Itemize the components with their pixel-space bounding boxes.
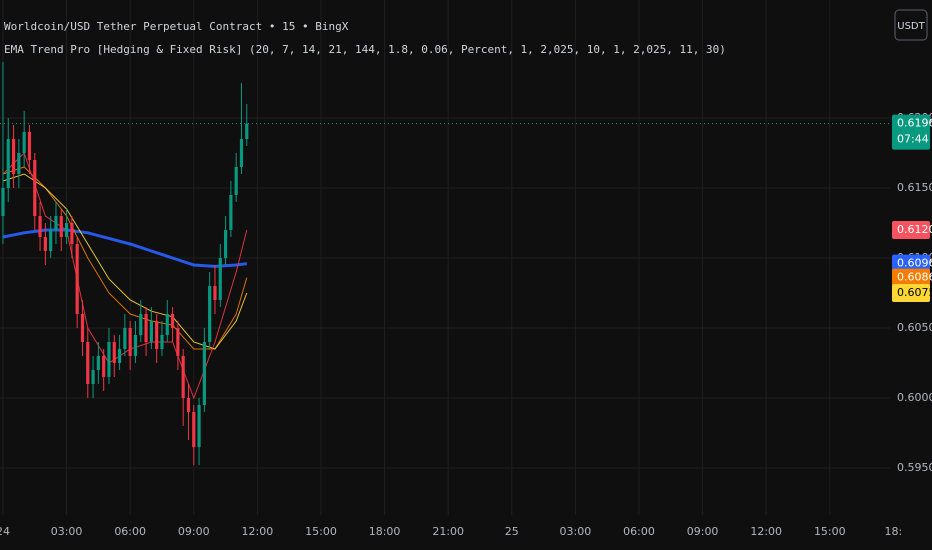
x-tick-label: 09:00 — [687, 525, 719, 538]
ema-line — [2, 173, 248, 350]
candle-body — [1, 187, 5, 216]
candle-body — [64, 222, 69, 237]
price-tag-label: 0.6196 — [897, 117, 932, 130]
x-tick-label: 21:00 — [432, 525, 464, 538]
candle-body — [202, 341, 206, 405]
candle-body — [91, 369, 95, 384]
candle-body — [229, 194, 233, 230]
x-tick-label: 18:00 — [369, 525, 401, 538]
price-tag — [892, 268, 930, 287]
candle-body — [27, 132, 32, 161]
candle-body — [223, 229, 228, 258]
x-tick-label: 03:00 — [560, 525, 592, 538]
candle-body — [234, 167, 238, 195]
price-tag — [892, 114, 930, 150]
grid — [0, 0, 890, 515]
candle-body — [155, 320, 159, 349]
candle-body — [86, 341, 90, 384]
x-tick-label: 25 — [505, 525, 519, 538]
candle-body — [139, 313, 143, 335]
x-tick-label: 15:00 — [814, 525, 846, 538]
candle-body — [117, 348, 122, 363]
candle-body — [239, 139, 244, 168]
x-tick-label: 09:00 — [178, 525, 210, 538]
indicator-label: EMA Trend Pro [Hedging & Fixed Risk] (20… — [4, 43, 726, 56]
candle-body — [43, 236, 47, 251]
plot-area — [0, 62, 890, 466]
candle-body — [96, 355, 100, 370]
currency-label[interactable]: USDT — [897, 21, 925, 32]
candle-body — [70, 222, 74, 244]
candle-body — [80, 313, 85, 342]
candle-body — [102, 355, 106, 377]
candle-body — [6, 139, 10, 188]
candle-body — [59, 215, 63, 237]
x-tick-label: 18: — [885, 525, 903, 538]
candle-body — [33, 160, 37, 216]
candle-body — [17, 153, 21, 174]
price-tag — [892, 220, 930, 239]
price-tag — [892, 254, 930, 273]
chart-title: Worldcoin/USD Tether Perpetual Contract … — [4, 20, 349, 33]
candle-body — [22, 132, 26, 154]
axes: 0.59500.60000.60500.61000.61500.62002403… — [0, 111, 932, 538]
x-tick-label: 15:00 — [305, 525, 337, 538]
x-tick-label: 03:00 — [51, 525, 83, 538]
price-tag-label: 0.6120 — [897, 223, 932, 236]
y-tick-label: 0.6150 — [897, 181, 932, 194]
price-tag-label: 0.6075 — [897, 286, 932, 299]
price-tag-label: 0.6096 — [897, 257, 932, 270]
candle-body — [160, 334, 164, 349]
candle-body — [218, 257, 222, 300]
candle-body — [38, 215, 42, 237]
x-tick-label: 24 — [0, 525, 10, 538]
x-tick-label: 06:00 — [623, 525, 655, 538]
candle-body — [75, 243, 79, 314]
candle-body — [245, 123, 249, 140]
x-tick-label: 12:00 — [750, 525, 782, 538]
x-tick-label: 12:00 — [242, 525, 274, 538]
candle-body — [49, 229, 53, 251]
candle-body — [11, 139, 16, 174]
candle-body — [112, 341, 116, 363]
y-tick-label: 0.6000 — [897, 391, 932, 404]
candle-body — [208, 285, 212, 342]
candle-body — [123, 327, 127, 349]
candle-body — [186, 397, 191, 412]
candle-body — [213, 285, 217, 300]
candle-body — [144, 313, 148, 342]
y-tick-label: 0.6050 — [897, 321, 932, 334]
candle-body — [192, 411, 196, 447]
y-tick-label: 0.5950 — [897, 461, 932, 474]
candle-body — [197, 404, 201, 447]
candle-body — [181, 355, 185, 398]
candle-body — [165, 313, 169, 335]
candle-body — [107, 341, 111, 377]
currency-button[interactable] — [894, 9, 928, 41]
candle-body — [149, 320, 153, 342]
price-tag-label: 0.6086 — [897, 271, 932, 284]
x-tick-label: 06:00 — [114, 525, 146, 538]
candle-body — [128, 327, 132, 356]
candle-body — [54, 215, 58, 230]
candle-body — [133, 334, 138, 356]
candle-body — [176, 327, 180, 356]
price-tag — [892, 283, 930, 302]
countdown-label: 07:44 — [897, 133, 929, 146]
candle-body — [170, 313, 175, 328]
